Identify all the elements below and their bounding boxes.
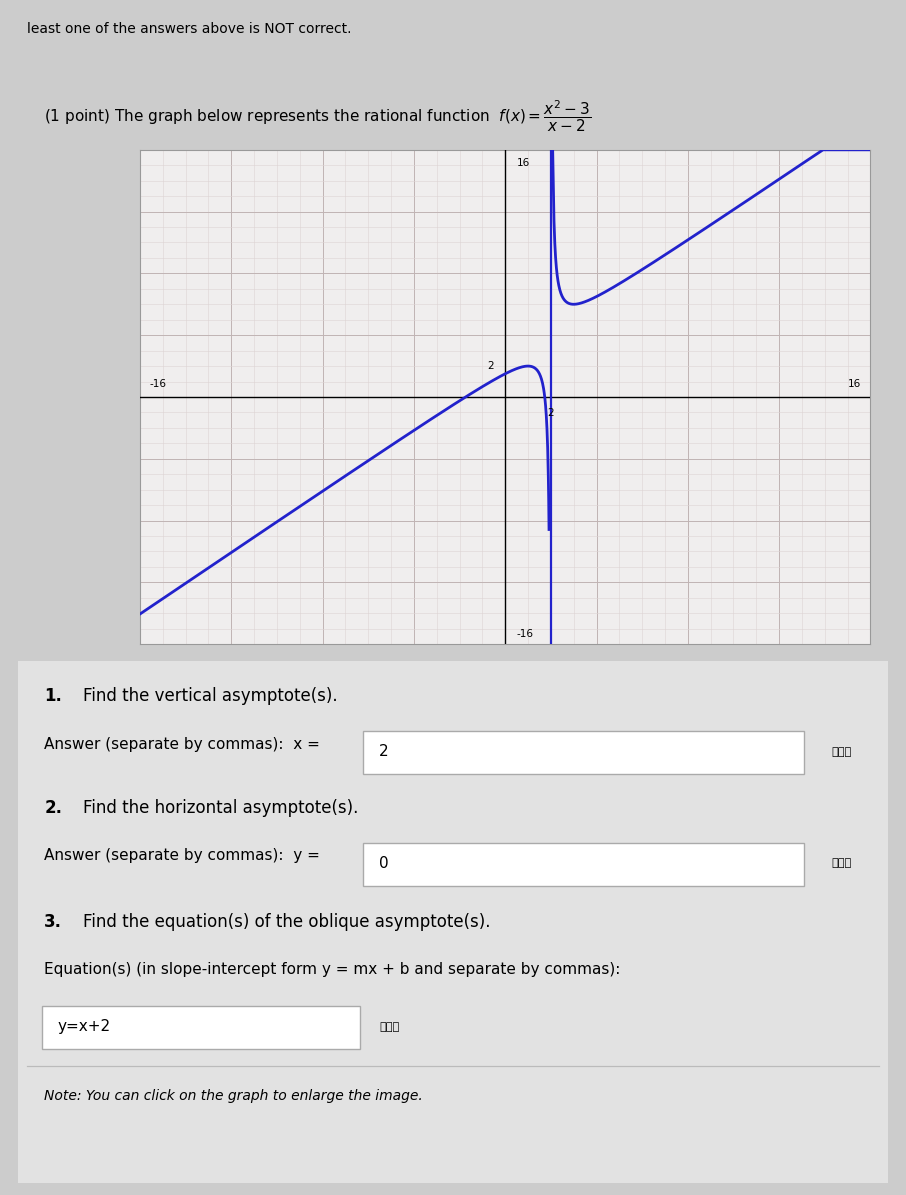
Text: 2.: 2. (44, 799, 63, 817)
FancyBboxPatch shape (363, 842, 804, 885)
Text: Answer (separate by commas):  y =: Answer (separate by commas): y = (44, 848, 320, 864)
Text: 1.: 1. (44, 687, 63, 705)
Text: Equation(s) (in slope-intercept form y = mx + b and separate by commas):: Equation(s) (in slope-intercept form y =… (44, 962, 621, 978)
Text: 3.: 3. (44, 913, 63, 931)
Text: Note: You can click on the graph to enlarge the image.: Note: You can click on the graph to enla… (44, 1090, 423, 1103)
Text: y=x+2: y=x+2 (57, 1019, 111, 1034)
Text: ⋮⋮⋮: ⋮⋮⋮ (379, 1022, 400, 1031)
FancyBboxPatch shape (18, 661, 888, 1183)
Text: Find the vertical asymptote(s).: Find the vertical asymptote(s). (83, 687, 338, 705)
Text: 0: 0 (379, 856, 389, 871)
Text: Answer (separate by commas):  x =: Answer (separate by commas): x = (44, 737, 320, 752)
Text: Find the horizontal asymptote(s).: Find the horizontal asymptote(s). (83, 799, 359, 817)
FancyBboxPatch shape (363, 731, 804, 774)
Text: ⋮⋮⋮: ⋮⋮⋮ (832, 747, 852, 756)
Text: Find the equation(s) of the oblique asymptote(s).: Find the equation(s) of the oblique asym… (83, 913, 491, 931)
Text: least one of the answers above is NOT correct.: least one of the answers above is NOT co… (27, 23, 352, 36)
Text: ⋮⋮⋮: ⋮⋮⋮ (832, 858, 852, 868)
Text: (1 point) The graph below represents the rational function  $f(x) = \dfrac{x^2 -: (1 point) The graph below represents the… (44, 99, 592, 134)
Text: 2: 2 (379, 744, 389, 759)
FancyBboxPatch shape (42, 1006, 360, 1049)
